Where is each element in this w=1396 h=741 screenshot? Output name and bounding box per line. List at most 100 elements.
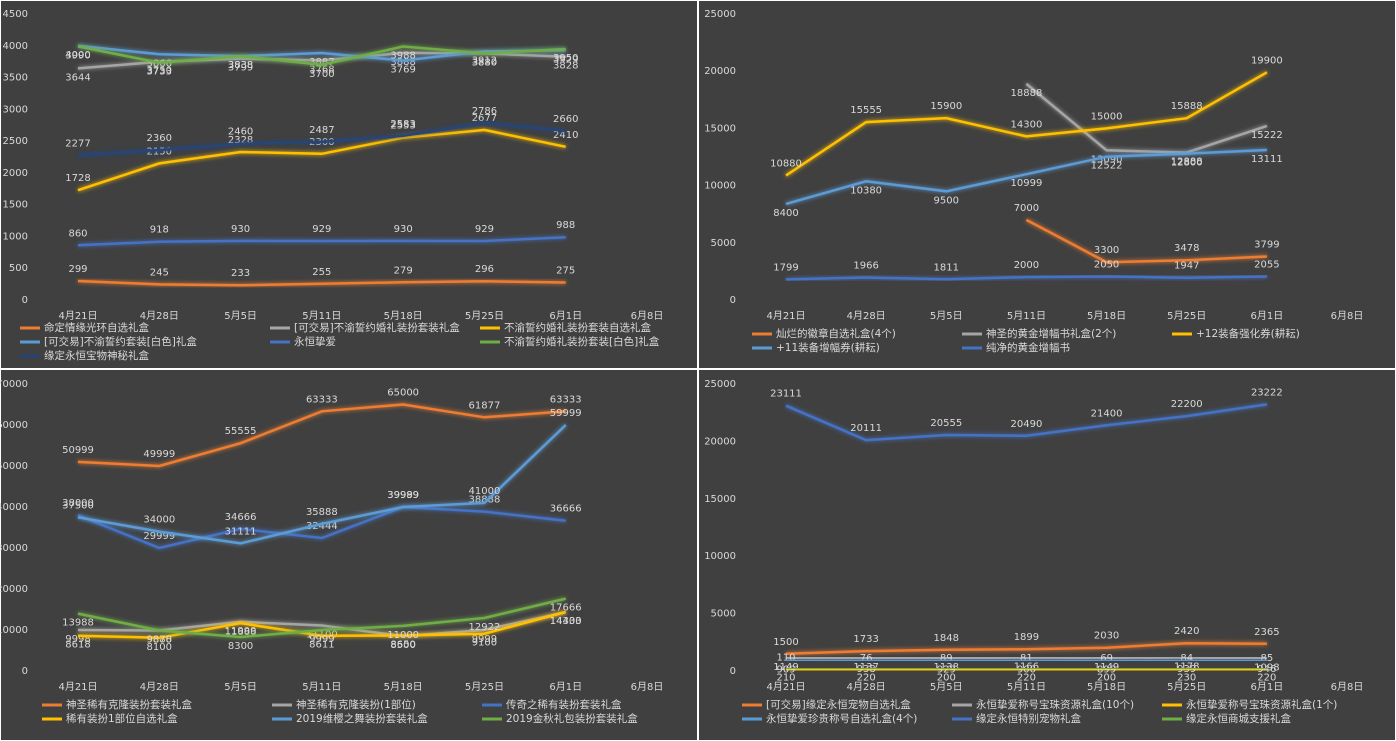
data-label: 3750 [147, 66, 172, 77]
data-label: 23111 [770, 389, 802, 400]
series-line [1025, 82, 1268, 154]
data-label: 9999 [309, 634, 334, 645]
data-label: 296 [475, 264, 494, 275]
data-label: 220 [1017, 672, 1036, 683]
data-label: 3799 [1254, 240, 1279, 251]
data-label: 909 [776, 665, 795, 676]
data-label: 12922 [469, 622, 501, 633]
x-tick-label: 6月1日 [1250, 681, 1283, 693]
data-label: 1728 [65, 173, 90, 184]
data-label: 1138 [934, 662, 959, 673]
y-tick-label: 4000 [3, 41, 28, 52]
data-label: 20555 [930, 418, 962, 429]
series-line [77, 610, 567, 640]
data-label: 3950 [553, 53, 578, 64]
x-tick-label: 4月21日 [766, 310, 805, 322]
data-label: 8100 [147, 642, 172, 653]
data-label: 220 [1257, 672, 1276, 683]
data-label: 59999 [550, 408, 582, 419]
y-tick-label: 60000 [0, 420, 28, 431]
data-label: 89 [940, 653, 953, 664]
data-label: 15900 [930, 101, 962, 112]
data-label: 9100 [472, 638, 497, 649]
data-label: 929 [475, 224, 494, 235]
x-tick-label: 5月11日 [1007, 681, 1046, 693]
legend-label: 灿烂的徽章自选礼盒(4个) [776, 327, 896, 340]
x-tick-label: 5月25日 [465, 681, 504, 693]
series-line [1025, 218, 1267, 264]
data-label: 230 [1177, 672, 1196, 683]
data-label: 13111 [1251, 154, 1283, 165]
series-line [77, 424, 567, 545]
data-label: 2420 [1174, 626, 1199, 637]
x-tick-label: 5月18日 [1087, 310, 1126, 322]
data-label: 38888 [469, 495, 501, 506]
series-line [77, 121, 566, 157]
x-tick-label: 5月25日 [1167, 681, 1206, 693]
series-line [785, 275, 1267, 281]
data-label: 2328 [228, 135, 253, 146]
x-tick-label: 5月18日 [1087, 681, 1126, 693]
data-label: 2050 [1094, 260, 1119, 271]
data-label: 11000 [387, 630, 419, 641]
legend-label: 不渝誓约婚礼装扮套装[白色]礼盒 [504, 335, 660, 348]
data-label: 84 [1180, 653, 1193, 664]
data-label: 2553 [390, 121, 415, 132]
legend-label: +12装备强化券(耕耘) [1196, 327, 1300, 340]
data-label: 65000 [387, 388, 419, 399]
data-label: 2583 [390, 119, 415, 130]
x-tick-label: 6月8日 [1331, 310, 1364, 322]
series-line [77, 235, 566, 247]
y-tick-label: 25000 [704, 379, 736, 390]
y-tick-label: 20000 [704, 66, 736, 77]
panel [1, 370, 697, 740]
panel [699, 370, 1395, 740]
y-tick-label: 3500 [3, 73, 28, 84]
data-label: 3887 [309, 57, 334, 68]
panel [699, 1, 1395, 368]
data-label: 14300 [1011, 119, 1043, 130]
data-label: 3799 [228, 63, 253, 74]
data-label: 9500 [934, 195, 959, 206]
data-label: 50999 [62, 445, 94, 456]
data-label: 1500 [773, 637, 798, 648]
legend-label: 神圣稀有克隆装扮套装礼盒 [66, 698, 192, 711]
data-label: 14400 [550, 616, 582, 627]
x-tick-label: 4月28日 [140, 310, 179, 322]
data-label: 32444 [306, 521, 338, 532]
data-label: 17666 [550, 603, 582, 614]
legend-label: 2019金秋礼包装扮套装礼盒 [506, 712, 638, 725]
data-label: 2487 [309, 125, 334, 136]
data-label: 49999 [143, 449, 175, 460]
x-tick-label: 6月1日 [549, 310, 582, 322]
legend-label: [可交易]不渝誓约婚礼装扮套装礼盒 [294, 321, 460, 334]
data-label: 3644 [65, 72, 90, 83]
data-label: 11666 [225, 627, 257, 638]
data-label: 8611 [309, 640, 334, 651]
data-label: 14333 [550, 616, 582, 627]
data-label: 200 [1097, 673, 1116, 684]
data-label: 3929 [553, 54, 578, 65]
data-label: 1899 [1014, 632, 1039, 643]
data-label: 15555 [850, 105, 882, 116]
y-tick-label: 3000 [3, 104, 28, 115]
x-tick-label: 5月18日 [384, 310, 423, 322]
data-label: 10880 [770, 159, 802, 170]
legend-label: 不渝誓约婚礼装扮套装自选礼盒 [504, 321, 651, 334]
x-tick-label: 5月11日 [302, 310, 341, 322]
x-tick-label: 4月28日 [847, 310, 886, 322]
data-label: 3880 [472, 57, 497, 68]
data-label: 39989 [387, 490, 419, 501]
legend-label: 永恒挚爱称号宝珠资源礼盒(10个) [976, 698, 1134, 711]
data-label: 1166 [1014, 662, 1039, 673]
series-line [77, 597, 566, 639]
data-label: 988 [556, 220, 575, 231]
data-label: 8400 [773, 208, 798, 219]
x-tick-label: 5月18日 [384, 681, 423, 693]
data-label: 9998 [65, 634, 90, 645]
data-label: 220 [857, 672, 876, 683]
data-label: 2660 [553, 114, 578, 125]
data-label: 210 [776, 673, 795, 684]
data-label: 2277 [65, 138, 90, 149]
